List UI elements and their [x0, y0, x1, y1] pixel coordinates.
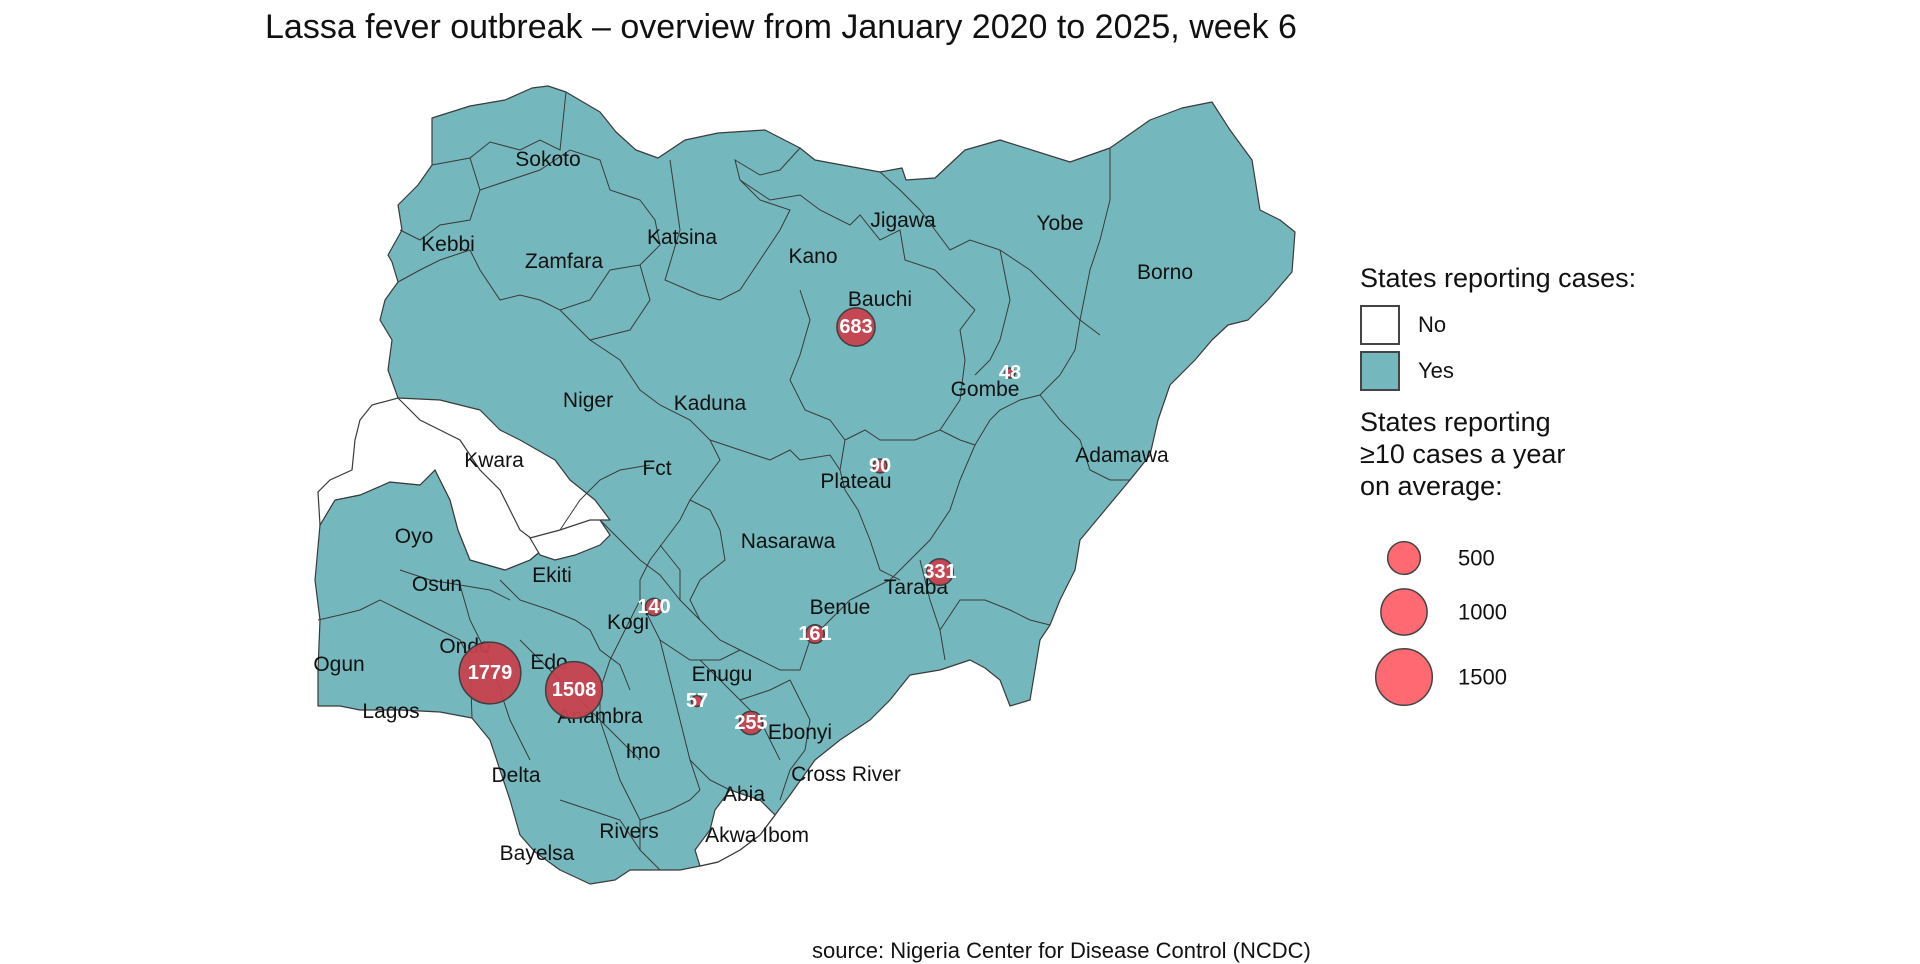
case-count-benue: 161	[798, 623, 831, 645]
state-label-kwara: Kwara	[464, 449, 524, 472]
case-count-bauchi: 683	[839, 316, 872, 338]
state-label-ebonyi: Ebonyi	[768, 721, 832, 744]
legend-item-yes: Yes	[1360, 348, 1720, 394]
case-count-gombe: 48	[999, 362, 1021, 384]
state-label-ekiti: Ekiti	[532, 564, 572, 587]
state-label-sokoto: Sokoto	[515, 148, 580, 171]
state-label-kogi: Kogi	[607, 611, 649, 634]
legend-size-label-1500: 1500	[1458, 665, 1507, 690]
legend-label-no: No	[1418, 312, 1447, 337]
non-reporting-south-region	[694, 789, 776, 867]
case-bubble-ondo	[458, 641, 522, 705]
case-count-ebonyi: 255	[734, 712, 767, 734]
state-label-zamfara: Zamfara	[525, 250, 604, 273]
legend-reporting: States reporting cases: No Yes States re…	[1360, 262, 1720, 502]
case-bubble-taraba	[925, 557, 955, 587]
state-label-kebbi: Kebbi	[421, 233, 475, 256]
legend-size-title: States reporting ≥10 cases a year on ave…	[1360, 407, 1566, 501]
state-label-osun: Osun	[412, 573, 462, 596]
case-count-plateau: 90	[869, 455, 891, 477]
case-count-enugu: 57	[686, 690, 708, 712]
case-bubble-benue	[804, 623, 826, 645]
state-label-borno: Borno	[1137, 261, 1193, 284]
legend-size-circle-1500	[1374, 647, 1434, 707]
legend-size: 500 1000 1500	[1374, 540, 1507, 707]
legend-size-label-500: 500	[1458, 546, 1495, 571]
state-label-katsina: Katsina	[647, 226, 717, 249]
state-label-lagos: Lagos	[362, 700, 419, 723]
state-label-adamawa: Adamawa	[1075, 444, 1169, 467]
legend-swatch-no	[1360, 305, 1400, 345]
case-bubble-edo	[544, 660, 604, 720]
state-label-imo: Imo	[625, 740, 660, 763]
legend-size-circle-500	[1386, 540, 1422, 576]
state-label-niger: Niger	[563, 389, 613, 412]
state-label-kaduna: Kaduna	[674, 392, 747, 415]
source-note: source: Nigeria Center for Disease Contr…	[812, 938, 1311, 963]
state-label-delta: Delta	[491, 764, 540, 787]
case-count-kogi: 140	[637, 596, 670, 618]
state-label-abia: Abia	[723, 783, 765, 806]
state-label-rivers: Rivers	[599, 820, 659, 843]
state-label-yobe: Yobe	[1036, 212, 1083, 235]
case-bubbles: 1779 1508 683 331 255 161 140 90 57 48	[458, 307, 1021, 736]
case-bubble-gombe	[1004, 367, 1016, 379]
case-bubble-ebonyi	[738, 710, 764, 736]
state-label-fct: Fct	[642, 457, 671, 480]
state-label-bayelsa: Bayelsa	[500, 842, 575, 865]
legend-swatch-yes	[1360, 351, 1400, 391]
map-title: Lassa fever outbreak – overview from Jan…	[265, 8, 1297, 46]
legend-size-circle-1000	[1380, 588, 1428, 636]
state-label-bauchi: Bauchi	[848, 288, 912, 311]
state-label-plateau: Plateau	[820, 470, 891, 493]
legend-item-no: No	[1360, 302, 1720, 348]
state-label-jigawa: Jigawa	[870, 209, 936, 232]
case-bubble-bauchi	[836, 307, 876, 347]
legend-label-yes: Yes	[1418, 358, 1454, 383]
state-label-enugu: Enugu	[692, 663, 753, 686]
state-label-nasarawa: Nasarawa	[741, 530, 836, 553]
case-bubble-kogi	[644, 597, 664, 617]
state-label-kano: Kano	[788, 245, 837, 268]
state-label-cross-river: Cross River	[791, 763, 901, 786]
legend-fill-title: States reporting cases:	[1360, 263, 1637, 293]
state-label-ogun: Ogun	[313, 653, 364, 676]
case-bubble-enugu	[690, 694, 704, 708]
state-labels: Sokoto Kebbi Zamfara Katsina Kano Jigawa Yobe B…	[313, 148, 1193, 865]
case-bubble-plateau	[872, 458, 888, 474]
case-count-taraba: 331	[923, 561, 956, 583]
state-label-benue: Benue	[810, 596, 871, 619]
case-count-edo: 1508	[552, 679, 597, 701]
state-label-gombe: Gombe	[951, 378, 1020, 401]
state-label-oyo: Oyo	[395, 525, 434, 548]
non-reporting-kwara-region	[317, 397, 561, 571]
case-count-ondo: 1779	[468, 662, 513, 684]
state-label-akwa-ibom: Akwa Ibom	[705, 824, 809, 847]
non-reporting-kogi-region	[529, 519, 611, 561]
legend-size-label-1000: 1000	[1458, 600, 1507, 625]
